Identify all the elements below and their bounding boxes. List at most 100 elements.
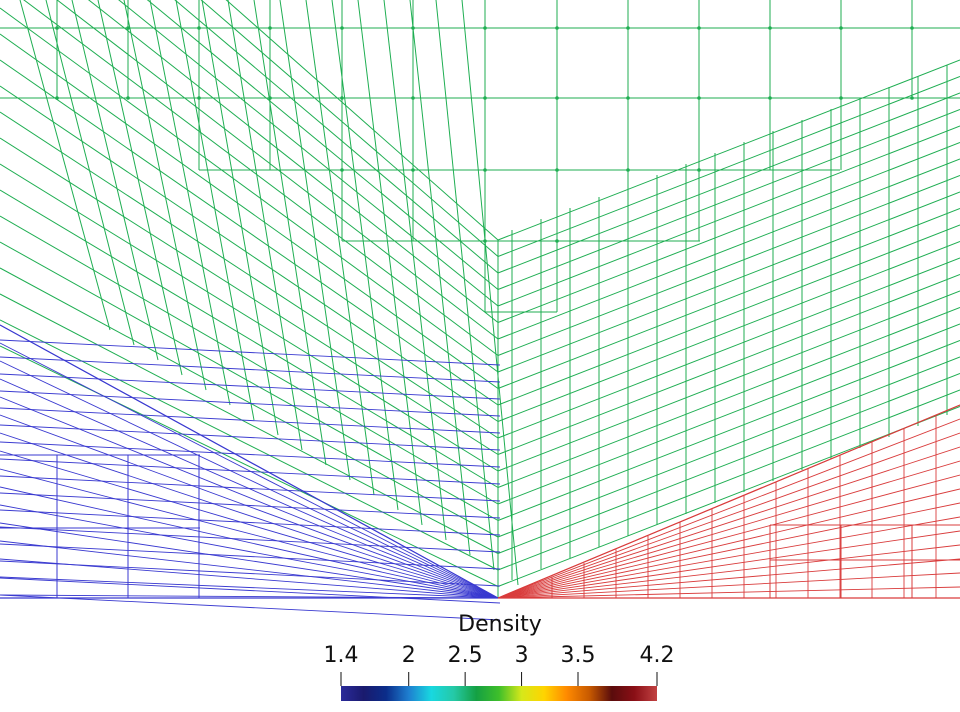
mesh-line-high-diagonal [497,558,960,599]
mesh-line-left-radial [461,0,519,586]
mesh-line-low-diagonal [0,468,499,599]
mesh-node [697,168,701,172]
mesh-line-low-diagonal [0,360,499,599]
mesh-node [411,168,415,172]
mesh-line-high-diagonal [497,530,960,599]
mesh-line-left-diagonal [118,0,499,307]
mesh-line-left-diagonal [0,137,499,455]
mesh-line-low-horizontal [0,594,501,621]
mesh-line-low-diagonal [0,432,499,599]
mesh-line-left-radial [357,0,423,526]
colorbar-tick-label: 3.5 [560,643,596,668]
mesh-node [340,168,344,172]
mesh-node [126,96,130,100]
density-mesh [0,0,960,621]
mesh-line-left-diagonal [174,0,499,274]
mesh-line-low-horizontal [0,526,501,553]
mesh-line-low-diagonal [0,342,499,599]
mesh-line-low-diagonal [0,522,499,599]
mesh-line-left-diagonal [0,267,499,538]
mesh-node [555,96,559,100]
mesh-line-left-radial [305,0,375,496]
mesh-node [197,26,201,30]
mesh-line-low-diagonal [0,540,499,599]
mesh-line-left-diagonal [225,0,499,241]
mesh-line-left-diagonal [0,345,499,587]
mesh-line-left-diagonal [0,59,499,406]
mesh-line-right-diagonal [497,241,960,422]
mesh-line-left-radial [45,0,135,346]
mesh-line-low-horizontal [0,373,501,400]
mesh-line-left-radial [409,0,471,556]
mesh-line-low-diagonal [0,576,499,599]
mesh-line-left-diagonal [0,319,499,571]
colorbar-gradient [341,686,657,701]
mesh-line-high-diagonal [497,488,960,599]
mesh-line-high-diagonal [497,544,960,599]
mesh-line-left-radial [253,0,327,466]
mesh-line-left-diagonal [0,85,499,422]
mesh-node [340,26,344,30]
mesh-line-left-diagonal [0,163,499,472]
mesh-line-left-radial [201,0,279,436]
mesh-node [55,26,59,30]
mesh-line-right-diagonal [497,340,960,521]
mesh-line-right-diagonal [497,373,960,554]
mesh-line-low-horizontal [0,356,501,383]
mesh-line-right-diagonal [497,191,960,373]
mesh-node [197,96,201,100]
mesh-node [626,168,630,172]
mesh-line-low-horizontal [0,509,501,536]
mesh-node [126,26,130,30]
mesh-node [839,26,843,30]
mesh-node [411,96,415,100]
colorbar-tick-label: 2.5 [447,643,483,668]
mesh-line-left-radial [97,0,183,376]
mesh-line-left-diagonal [23,0,499,356]
mesh-line-left-diagonal [146,0,499,290]
mesh-boundary-low [0,324,499,599]
mesh-line-right-diagonal [497,158,960,340]
mesh-line-right-diagonal [497,59,960,241]
mesh-node [697,26,701,30]
mesh-line-left-radial [331,0,399,511]
mesh-line-high-diagonal [497,432,960,599]
mesh-line-left-radial [19,0,111,331]
mesh-line-left-radial [227,0,303,451]
mesh-line-right-diagonal [497,208,960,389]
mesh-line-left-diagonal [200,0,499,257]
mesh-line-high-diagonal [497,460,960,599]
mesh-line-low-horizontal [0,577,501,604]
mesh-line-left-diagonal [0,33,499,389]
colorbar-tick-label: 2 [401,643,416,668]
mesh-line-right-diagonal [497,92,960,274]
mesh-line-high-diagonal [497,502,960,599]
mesh-line-left-diagonal [0,111,499,439]
mesh-line-low-horizontal [0,339,501,366]
mesh-line-high-diagonal [497,572,960,599]
mesh-line-high-diagonal [497,586,960,599]
mesh-node [839,96,843,100]
mesh-node [697,96,701,100]
mesh-line-left-radial [149,0,231,406]
colorbar-tick-label: 3 [514,643,529,668]
mesh-node [483,168,487,172]
mesh-line-right-diagonal [497,224,960,406]
mesh-line-right-diagonal [497,389,960,571]
mesh-line-left-diagonal [0,7,499,373]
mesh-line-low-horizontal [0,492,501,519]
mesh-line-high-diagonal [497,474,960,599]
mesh-node [555,239,559,243]
mesh-line-left-diagonal [0,215,499,505]
mesh-boundary-high [497,404,960,599]
mesh-line-low-horizontal [0,560,501,587]
mesh-line-low-diagonal [0,486,499,599]
mesh-node [626,26,630,30]
colorbar-title: Density [458,612,542,637]
mesh-node [340,96,344,100]
density-colorbar [340,672,658,701]
mesh-line-low-horizontal [0,424,501,451]
mesh-line-left-radial [383,0,447,541]
mesh-line-low-diagonal [0,414,499,599]
